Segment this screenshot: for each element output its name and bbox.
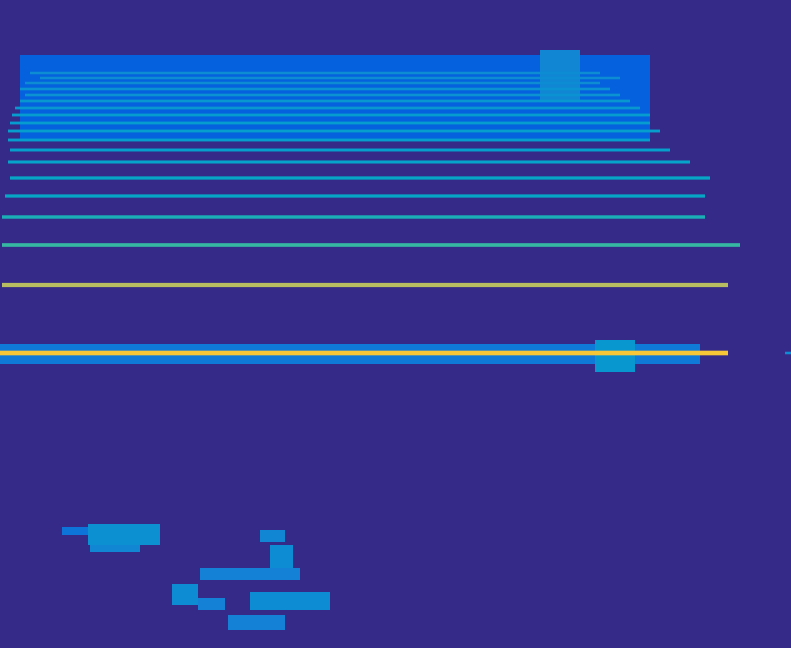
blob xyxy=(595,340,635,372)
blob xyxy=(172,584,198,605)
band xyxy=(12,114,650,117)
blob xyxy=(198,598,225,610)
band xyxy=(785,352,791,355)
band xyxy=(25,82,600,85)
blob xyxy=(62,527,88,535)
band xyxy=(30,72,600,75)
band xyxy=(10,122,650,125)
cells xyxy=(0,50,791,630)
band xyxy=(15,107,640,110)
band xyxy=(5,194,705,197)
band xyxy=(8,130,660,133)
blob xyxy=(260,530,285,542)
band xyxy=(20,88,610,91)
chart xyxy=(0,0,791,648)
blob xyxy=(250,592,330,610)
band xyxy=(10,149,670,152)
band xyxy=(40,77,620,80)
band xyxy=(0,351,728,356)
band xyxy=(8,139,650,142)
band xyxy=(2,215,705,218)
blob xyxy=(200,568,300,580)
band xyxy=(25,94,620,97)
blob xyxy=(228,615,285,630)
blob xyxy=(540,50,580,100)
band xyxy=(10,176,710,179)
band xyxy=(8,160,690,163)
background xyxy=(0,0,791,648)
blob xyxy=(90,545,140,552)
blob xyxy=(88,524,160,545)
band xyxy=(20,100,630,103)
band xyxy=(2,283,728,287)
band xyxy=(2,243,740,247)
